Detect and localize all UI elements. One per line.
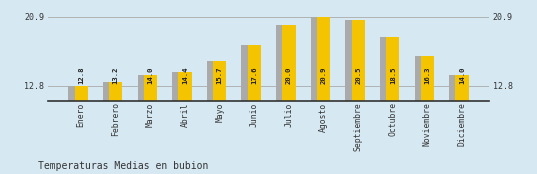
Text: 14.4: 14.4 <box>182 67 188 84</box>
Bar <box>103 82 116 174</box>
Bar <box>311 17 324 174</box>
Text: 20.5: 20.5 <box>355 67 361 84</box>
Bar <box>178 72 192 174</box>
Bar <box>317 17 330 174</box>
Text: 17.6: 17.6 <box>251 67 257 84</box>
Bar <box>213 61 226 174</box>
Bar <box>75 86 88 174</box>
Bar <box>242 45 255 174</box>
Text: 20.9: 20.9 <box>321 67 326 84</box>
Bar <box>449 76 462 174</box>
Bar <box>172 72 185 174</box>
Bar <box>421 56 434 174</box>
Text: 13.2: 13.2 <box>113 67 119 84</box>
Bar <box>380 37 393 174</box>
Bar <box>137 76 151 174</box>
Text: 12.8: 12.8 <box>78 67 84 84</box>
Bar <box>276 25 289 174</box>
Text: 18.5: 18.5 <box>390 67 396 84</box>
Bar <box>109 82 122 174</box>
Bar <box>282 25 295 174</box>
Text: 16.3: 16.3 <box>424 67 431 84</box>
Bar <box>248 45 261 174</box>
Text: Temperaturas Medias en bubion: Temperaturas Medias en bubion <box>38 161 208 171</box>
Bar <box>386 37 400 174</box>
Bar <box>352 20 365 174</box>
Text: 14.0: 14.0 <box>459 67 465 84</box>
Text: 15.7: 15.7 <box>216 67 223 84</box>
Text: 14.0: 14.0 <box>148 67 154 84</box>
Bar <box>144 76 157 174</box>
Bar <box>455 76 469 174</box>
Bar <box>207 61 220 174</box>
Bar <box>68 86 82 174</box>
Bar <box>345 20 359 174</box>
Text: 20.0: 20.0 <box>286 67 292 84</box>
Bar <box>415 56 428 174</box>
